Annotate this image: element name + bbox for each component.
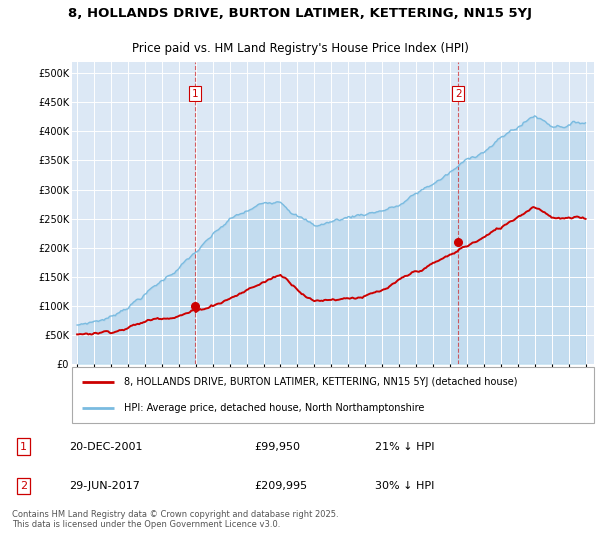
Text: £209,995: £209,995 <box>254 481 307 491</box>
Text: 29-JUN-2017: 29-JUN-2017 <box>70 481 140 491</box>
Text: 21% ↓ HPI: 21% ↓ HPI <box>375 442 434 451</box>
Text: Price paid vs. HM Land Registry's House Price Index (HPI): Price paid vs. HM Land Registry's House … <box>131 41 469 54</box>
FancyBboxPatch shape <box>72 367 594 423</box>
Text: Contains HM Land Registry data © Crown copyright and database right 2025.
This d: Contains HM Land Registry data © Crown c… <box>12 510 338 529</box>
Text: 2: 2 <box>20 481 27 491</box>
Text: £99,950: £99,950 <box>254 442 300 451</box>
Text: 20-DEC-2001: 20-DEC-2001 <box>70 442 143 451</box>
Text: 1: 1 <box>192 88 199 99</box>
Text: 1: 1 <box>20 442 27 451</box>
Text: 30% ↓ HPI: 30% ↓ HPI <box>375 481 434 491</box>
Text: 8, HOLLANDS DRIVE, BURTON LATIMER, KETTERING, NN15 5YJ: 8, HOLLANDS DRIVE, BURTON LATIMER, KETTE… <box>68 7 532 20</box>
Text: 8, HOLLANDS DRIVE, BURTON LATIMER, KETTERING, NN15 5YJ (detached house): 8, HOLLANDS DRIVE, BURTON LATIMER, KETTE… <box>124 377 518 387</box>
Text: HPI: Average price, detached house, North Northamptonshire: HPI: Average price, detached house, Nort… <box>124 403 425 413</box>
Text: 2: 2 <box>455 88 461 99</box>
